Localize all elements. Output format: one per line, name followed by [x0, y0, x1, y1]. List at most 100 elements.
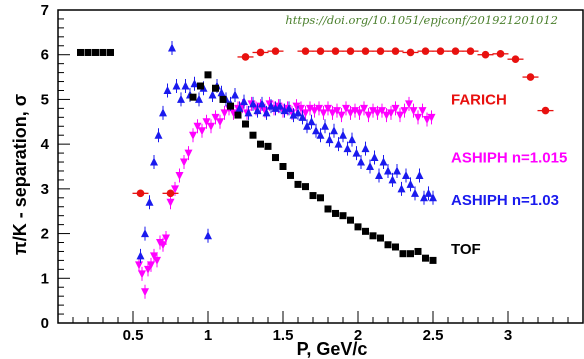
- x-tick-label: 1.5: [273, 327, 294, 344]
- data-point: [153, 256, 161, 265]
- data-point: [378, 107, 386, 116]
- y-tick-label: 4: [41, 136, 50, 153]
- data-point: [267, 101, 275, 110]
- data-point: [405, 100, 413, 109]
- data-point: [402, 170, 410, 179]
- data-point: [424, 188, 433, 197]
- data-point: [229, 109, 238, 118]
- data-point: [309, 192, 317, 200]
- data-point: [421, 47, 430, 55]
- data-point: [420, 193, 428, 202]
- data-point: [337, 111, 346, 120]
- data-point: [163, 85, 172, 94]
- data-point: [369, 232, 377, 240]
- data-point: [339, 130, 347, 139]
- data-point: [393, 166, 401, 175]
- data-point: [172, 81, 181, 90]
- data-point: [406, 48, 415, 57]
- series-label: TOF: [451, 241, 481, 258]
- data-point: [429, 193, 437, 202]
- data-point: [324, 205, 332, 213]
- data-point: [360, 104, 368, 113]
- data-point: [303, 121, 311, 130]
- doi-annotation: https://doi.org/10.1051/epjconf/20192120…: [285, 13, 558, 27]
- axis-ticks: [58, 9, 584, 324]
- data-point: [392, 243, 399, 251]
- data-point: [271, 103, 280, 112]
- data-point: [391, 47, 400, 55]
- data-point: [144, 265, 152, 274]
- data-point: [362, 227, 369, 235]
- data-point: [217, 88, 226, 97]
- data-point: [244, 108, 253, 117]
- data-point: [481, 50, 490, 59]
- data-point: [333, 107, 341, 116]
- y-tick-label: 0: [41, 315, 49, 332]
- data-point: [307, 117, 316, 126]
- data-point: [289, 110, 298, 119]
- data-point: [135, 261, 143, 270]
- data-point: [328, 109, 337, 118]
- data-point: [264, 142, 272, 150]
- data-point: [166, 189, 175, 198]
- series-ashiph-n-1-015: [135, 96, 436, 299]
- data-point: [321, 121, 329, 130]
- data-point: [414, 247, 422, 255]
- series-label: ASHIPH n=1.015: [451, 150, 567, 167]
- data-point: [325, 135, 334, 144]
- data-point: [198, 127, 206, 136]
- data-point: [262, 108, 271, 117]
- data-point: [204, 231, 212, 240]
- x-tick-label: 1: [204, 327, 212, 344]
- data-point: [189, 93, 197, 101]
- series-farich: [132, 47, 554, 198]
- data-point: [409, 107, 418, 116]
- data-point: [315, 104, 323, 113]
- data-point: [253, 106, 262, 115]
- data-point: [316, 130, 325, 139]
- data-point: [376, 47, 385, 55]
- data-point: [212, 84, 219, 92]
- data-point: [399, 250, 407, 258]
- data-point: [294, 108, 302, 117]
- data-point: [331, 47, 340, 55]
- data-point: [181, 81, 190, 90]
- data-point: [257, 140, 264, 148]
- data-point: [355, 109, 364, 118]
- data-point: [541, 106, 550, 115]
- data-point: [369, 107, 377, 116]
- plot-frame: [57, 9, 584, 324]
- data-point: [235, 103, 244, 112]
- data-point: [294, 180, 302, 188]
- y-tick-label: 6: [41, 47, 49, 64]
- data-point: [220, 109, 229, 118]
- data-point: [387, 109, 395, 118]
- data-point: [466, 47, 475, 55]
- x-tick-label: 0.5: [123, 327, 144, 344]
- data-point: [190, 79, 199, 88]
- data-point: [150, 157, 158, 166]
- data-point: [271, 47, 280, 55]
- data-point: [384, 166, 392, 175]
- data-point: [99, 48, 107, 56]
- data-point: [202, 118, 211, 127]
- data-point: [370, 153, 379, 162]
- data-point: [177, 94, 185, 103]
- x-tick-label: 2: [354, 327, 362, 344]
- data-point: [373, 109, 382, 118]
- data-point: [207, 122, 215, 131]
- data-point: [159, 108, 167, 117]
- data-point: [351, 107, 359, 116]
- data-point: [145, 197, 154, 206]
- data-point: [342, 104, 350, 113]
- data-point: [195, 94, 203, 103]
- data-point: [231, 90, 239, 99]
- data-point: [249, 131, 257, 139]
- data-point: [150, 252, 158, 261]
- data-point: [272, 154, 279, 162]
- data-point: [397, 184, 406, 193]
- data-point: [219, 95, 227, 103]
- data-point: [346, 47, 355, 55]
- series-label: ASHIPH n=1.03: [451, 192, 559, 209]
